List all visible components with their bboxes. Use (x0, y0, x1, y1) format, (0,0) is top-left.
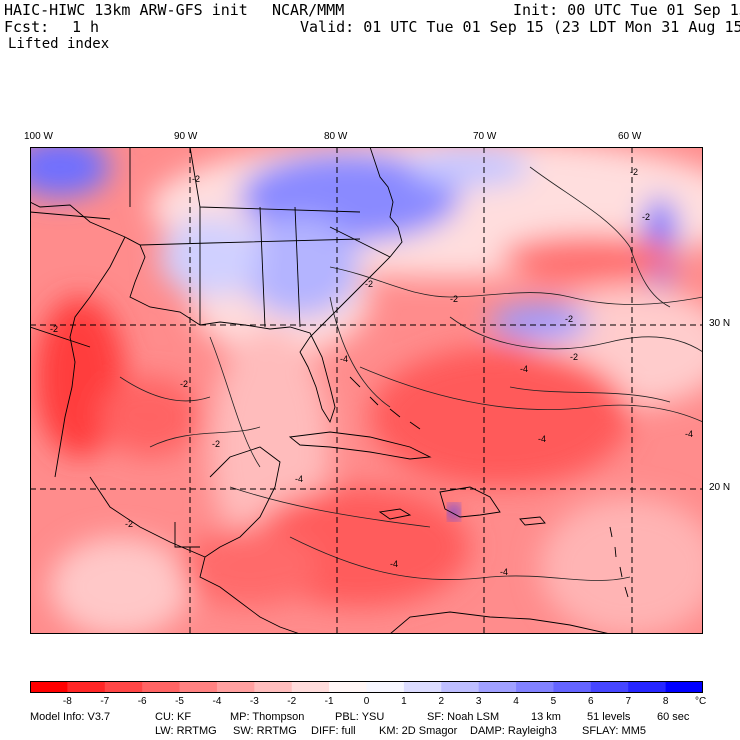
colorbar-cell (67, 681, 106, 693)
colorbar-tick-label: 6 (588, 696, 594, 707)
colorbar-cell (366, 681, 405, 693)
lat-label-20n: 20 N (709, 482, 731, 493)
footer-res: 13 km (531, 711, 561, 723)
colorbar-cell (104, 681, 143, 693)
colorbar-cell (590, 681, 629, 693)
contour-label: -2 (642, 212, 650, 222)
init-time: Init: 00 UTC Tue 01 Sep 15 (513, 1, 740, 19)
contour-label: -2 (192, 174, 200, 184)
colorbar-tick-label: -6 (137, 696, 147, 707)
colorbar-tick-label: -1 (324, 696, 334, 707)
colorbar-tick-label: -8 (62, 696, 72, 707)
valid-time: Valid: 01 UTC Tue 01 Sep 15 (23 LDT Mon … (300, 18, 740, 36)
colorbar-cell (142, 681, 181, 693)
contour-label: -4 (520, 364, 528, 374)
colorbar-unit: °C (695, 696, 707, 707)
footer-lw: LW: RRTMG (155, 725, 217, 737)
contour-label: -4 (340, 354, 348, 364)
lon-label-90w: 90 W (174, 131, 198, 142)
lon-label-100w: 100 W (24, 131, 53, 142)
colorbar-cell (179, 681, 218, 693)
contour-label: -2 (570, 352, 578, 362)
field-shading (30, 147, 703, 634)
footer-diff: DIFF: full (311, 725, 356, 737)
footer-levels: 51 levels (587, 711, 631, 723)
model-title: HAIC-HIWC 13km ARW-GFS init (4, 1, 248, 19)
contour-label: -4 (390, 559, 398, 569)
footer-sf: SF: Noah LSM (427, 711, 500, 723)
field-name: Lifted index (8, 36, 110, 52)
center-name: NCAR/MMM (272, 1, 345, 19)
fcst-value: 1 h (72, 18, 100, 36)
lat-label-30n: 30 N (709, 318, 731, 329)
contour-label: -2 (125, 519, 133, 529)
footer-dt: 60 sec (657, 711, 690, 723)
footer-mp: MP: Thompson (230, 711, 305, 723)
colorbar-tick-label: 4 (513, 696, 519, 707)
colorbar-tick-label: -4 (212, 696, 222, 707)
colorbar-cell (516, 681, 554, 693)
contour-label: -4 (538, 434, 546, 444)
colorbar-cell (216, 681, 255, 693)
contour-label: -4 (500, 567, 508, 577)
footer-cu: CU: KF (155, 711, 192, 723)
colorbar-cell (478, 681, 517, 693)
colorbar-tick-label: -3 (249, 696, 259, 707)
map-frame (30, 147, 703, 634)
colorbar-cell (441, 681, 480, 693)
footer-pbl: PBL: YSU (335, 711, 385, 723)
colorbar-cell (254, 681, 293, 693)
contour-label: -2 (450, 294, 458, 304)
colorbar-tick-label: 5 (550, 696, 557, 707)
coastlines (30, 147, 629, 634)
contour-lines (119, 166, 703, 581)
contour-label: -4 (295, 474, 303, 484)
contour-label: -2 (630, 167, 638, 177)
colorbar-cell (628, 681, 667, 693)
contour-label: -2 (212, 439, 220, 449)
colorbar-cell (403, 681, 442, 693)
contour-label: -2 (50, 324, 58, 334)
contour-label-group: -2 -2 -2 -2 -2 -2 -2 -2 -2 -2 -2 -4 -4 -… (50, 167, 693, 577)
fcst-label: Fcst: (4, 18, 50, 36)
colorbar-tick-label: 3 (475, 696, 482, 707)
contour-label: -2 (180, 379, 188, 389)
colorbar-tick-label: 8 (662, 696, 669, 707)
lifted-index-map: -2 -2 -2 -2 -2 -2 -2 -2 -2 -2 -2 -4 -4 -… (30, 147, 703, 634)
footer-sflay: SFLAY: MM5 (582, 725, 646, 737)
colorbar-tick-label: 7 (625, 696, 631, 707)
lon-label-80w: 80 W (324, 131, 348, 142)
footer-sw: SW: RRTMG (233, 725, 297, 737)
lon-label-60w: 60 W (618, 131, 642, 142)
colorbar-cell (30, 681, 68, 693)
colorbar-tick-label: -5 (175, 696, 184, 707)
colorbar-tick-label: 1 (401, 696, 407, 707)
footer-model: Model Info: V3.7 (30, 711, 111, 723)
colorbar-cell (665, 681, 703, 693)
colorbar-cell (329, 681, 367, 693)
lon-label-70w: 70 W (473, 131, 497, 142)
colorbar-tick-label: -2 (287, 696, 297, 707)
contour-label: -4 (685, 429, 693, 439)
latlon-grid (30, 147, 703, 634)
footer-damp: DAMP: Rayleigh3 (470, 725, 557, 737)
contour-label: -2 (365, 279, 373, 289)
colorbar-tick-label: 2 (438, 696, 445, 707)
colorbar (30, 681, 703, 693)
colorbar-tick-label: 0 (363, 696, 370, 707)
colorbar-cell (291, 681, 330, 693)
contour-label: -2 (565, 314, 573, 324)
colorbar-cell (553, 681, 592, 693)
colorbar-tick-label: -7 (100, 696, 110, 707)
footer-km: KM: 2D Smagor (379, 725, 458, 737)
